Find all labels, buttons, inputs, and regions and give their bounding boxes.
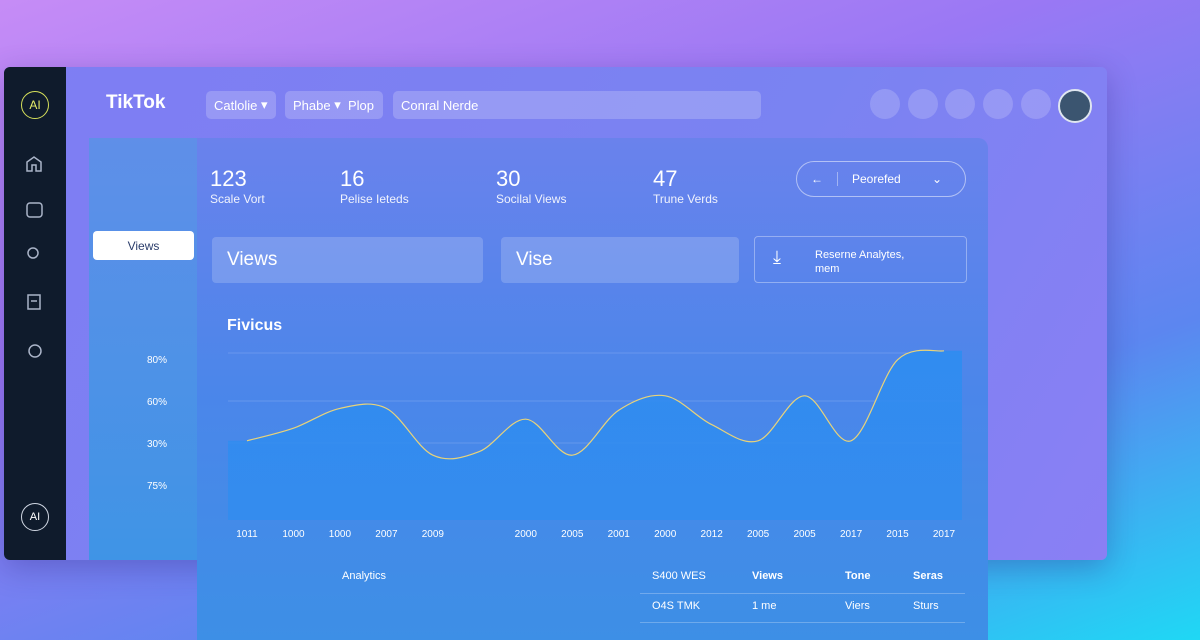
y-axis-label: 30% — [147, 439, 167, 450]
stat-label: Socilal Views — [496, 192, 567, 206]
period-label: Peorefed — [837, 172, 932, 186]
search-text: Conral Nerde — [401, 97, 479, 113]
report-subtitle: mem — [815, 263, 840, 275]
dropdown[interactable]: Phabe ▾ Plop — [285, 91, 383, 119]
stat-label: Trune Verds — [653, 192, 718, 206]
line — [246, 349, 945, 460]
table-cell: Tone — [845, 570, 871, 582]
left-column — [89, 138, 197, 560]
area — [228, 350, 962, 520]
table-cell: Viers — [845, 600, 870, 612]
footer-logo: AI — [21, 503, 49, 531]
stat-value: 30 — [496, 166, 521, 191]
x-tick-label: 1000 — [329, 529, 352, 540]
x-tick-label: 2017 — [840, 529, 863, 540]
nav-icon[interactable] — [28, 344, 42, 358]
sidebar: AI AI — [4, 67, 66, 560]
x-tick-label: 2012 — [701, 529, 724, 540]
stat-label: Pelise Ieteds — [340, 192, 409, 206]
icon-button[interactable] — [870, 89, 900, 119]
link: Plop — [347, 97, 374, 113]
report-card[interactable]: ⤓ Reserne Analytes, mem — [754, 236, 967, 283]
x-tick-label: 2017 — [933, 529, 956, 540]
table-divider — [640, 593, 965, 594]
x-tick-label: 1011 — [236, 529, 258, 540]
nav-icon[interactable] — [27, 247, 39, 259]
brand: TikTok — [106, 92, 166, 113]
table-cell: S400 WES — [652, 570, 706, 582]
footer-label: Analytics — [342, 570, 387, 582]
stat: 30 Socilal Views — [496, 166, 566, 206]
stat: 47 Trune Verds — [653, 166, 718, 206]
y-axis-label: 75% — [147, 481, 167, 492]
stat: 16 Pelise Ieteds — [340, 166, 409, 206]
dropdown[interactable]: Catlolie ▾ — [206, 91, 276, 119]
y-axis-label: 60% — [147, 397, 167, 408]
x-tick-label: 2007 — [375, 529, 398, 540]
stat-label: Scale Vort — [210, 192, 265, 206]
table-divider — [640, 622, 965, 623]
table-cell: O4S TMK — [652, 600, 701, 612]
table-cell: Views — [752, 570, 783, 582]
nav-icon[interactable] — [26, 202, 43, 218]
x-tick-label: 2000 — [515, 529, 538, 540]
icon-button[interactable] — [1021, 89, 1051, 119]
x-tick-label: 2001 — [608, 529, 631, 540]
x-tick-label: 2009 — [422, 529, 445, 540]
dropdown-label: Catlolie — [214, 97, 258, 113]
x-tick-label: 2005 — [747, 529, 770, 540]
x-tick-label: 2015 — [886, 529, 909, 540]
download-icon: ⤓ — [773, 247, 781, 267]
stat-value: 123 — [210, 166, 247, 191]
x-tick-label: 2005 — [561, 529, 584, 540]
side-tab[interactable]: Views — [93, 231, 194, 260]
report-title: Reserne Analytes, — [815, 249, 905, 261]
table-cell: Sturs — [913, 600, 939, 612]
home-icon[interactable] — [26, 156, 42, 172]
card[interactable]: Views — [212, 237, 483, 283]
logo: AI — [21, 91, 49, 119]
y-axis-label: 80% — [147, 355, 167, 366]
nav-icon[interactable] — [27, 294, 41, 310]
card[interactable]: Vise — [501, 237, 739, 283]
table-cell: 1 me — [752, 600, 777, 612]
x-tick-label: 2005 — [793, 529, 816, 540]
nav-icons — [26, 156, 43, 358]
dropdown-label: Phabe — [293, 97, 331, 113]
stat: 123 Scale Vort — [210, 166, 265, 206]
icon-button[interactable] — [945, 89, 975, 119]
search-box[interactable]: Conral Nerde — [393, 91, 761, 119]
chart-title: Fivicus — [227, 317, 283, 334]
stat-value: 47 — [653, 166, 678, 191]
stat-value: 16 — [340, 166, 365, 191]
x-tick-label: 2000 — [654, 529, 677, 540]
x-tick-label: 1000 — [282, 529, 305, 540]
content-panel — [197, 138, 988, 640]
icon-button[interactable] — [983, 89, 1013, 119]
period-select[interactable]: ← Peorefed ⌄ — [796, 161, 966, 197]
avatar[interactable] — [1058, 89, 1092, 123]
table-cell: Seras — [913, 570, 943, 582]
icon-button[interactable] — [908, 89, 938, 119]
